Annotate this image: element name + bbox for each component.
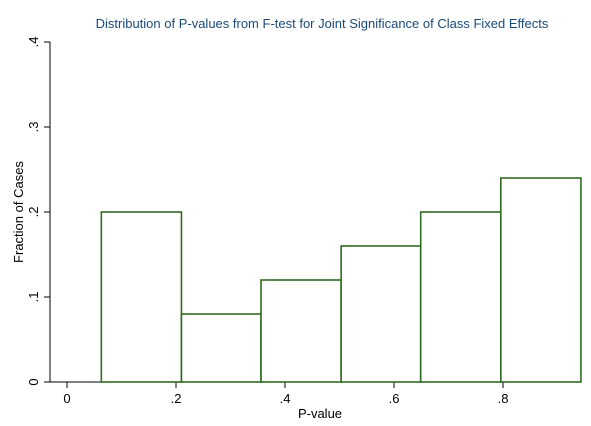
x-axis-label: P-value xyxy=(298,406,342,421)
x-tick-label: .4 xyxy=(280,391,291,406)
bars xyxy=(100,177,582,383)
y-tick-label: .2 xyxy=(26,207,41,218)
x-tick-label: .2 xyxy=(171,391,182,406)
histogram-bar-3 xyxy=(260,279,342,383)
y-tick-label: .4 xyxy=(26,37,41,48)
x-ticks: 0 .2 .4 .6 .8 xyxy=(63,382,508,406)
histogram-bar-2 xyxy=(180,313,262,383)
histogram-bar-4 xyxy=(340,245,422,383)
y-tick-label: .3 xyxy=(26,122,41,133)
y-tick-label: 0 xyxy=(26,378,41,385)
y-tick-label: .1 xyxy=(26,292,41,303)
x-tick-label: .8 xyxy=(498,391,509,406)
y-axis-label: Fraction of Cases xyxy=(11,161,26,263)
x-tick-label: 0 xyxy=(63,391,70,406)
histogram-bar-6 xyxy=(500,177,582,383)
x-tick-label: .6 xyxy=(389,391,400,406)
histogram-bar-5 xyxy=(419,211,502,383)
chart-title: Distribution of P-values from F-test for… xyxy=(96,16,549,31)
histogram-bar-1 xyxy=(100,211,183,383)
y-ticks: 0 .1 .2 .3 .4 xyxy=(26,37,50,386)
